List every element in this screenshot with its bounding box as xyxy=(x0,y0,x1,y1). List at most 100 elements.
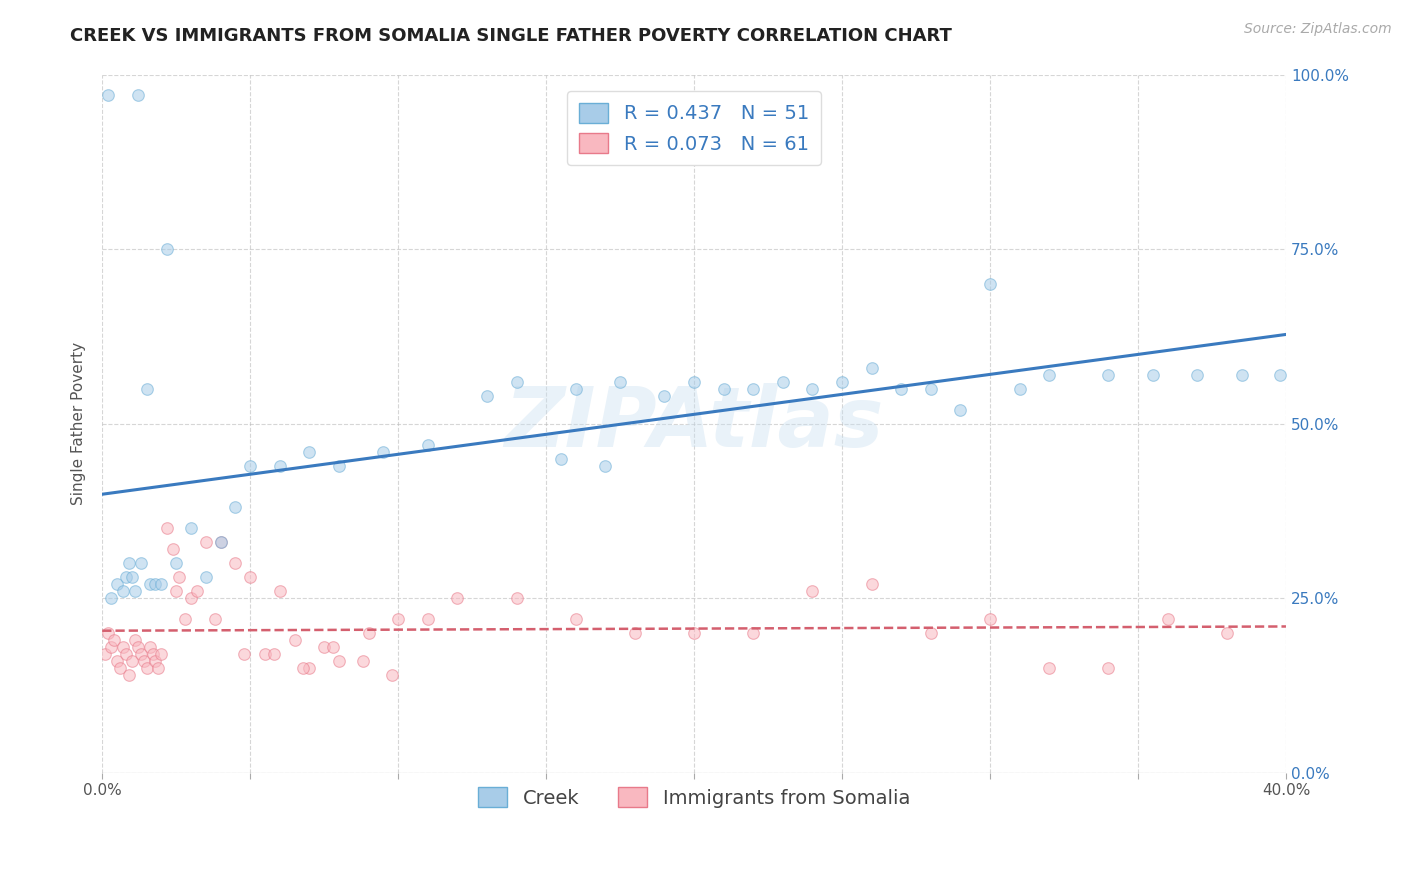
Point xyxy=(381,668,404,682)
Point xyxy=(1038,661,1060,675)
Text: Source: ZipAtlas.com: Source: ZipAtlas.com xyxy=(1244,22,1392,37)
Point xyxy=(683,626,706,640)
Point xyxy=(505,375,527,389)
Point xyxy=(1216,626,1239,640)
Point xyxy=(609,375,631,389)
Point xyxy=(239,458,262,473)
Point xyxy=(103,633,125,648)
Point xyxy=(132,654,155,668)
Point xyxy=(475,389,498,403)
Point xyxy=(284,633,307,648)
Point xyxy=(1008,382,1031,396)
Point xyxy=(772,375,794,389)
Point xyxy=(416,437,439,451)
Point xyxy=(328,654,350,668)
Point xyxy=(979,612,1001,626)
Point xyxy=(111,640,134,654)
Point xyxy=(141,647,163,661)
Point xyxy=(564,382,586,396)
Point xyxy=(505,591,527,606)
Point xyxy=(135,661,157,675)
Point xyxy=(180,521,202,535)
Point xyxy=(165,584,187,599)
Point xyxy=(224,556,246,570)
Point xyxy=(253,647,276,661)
Point xyxy=(97,626,120,640)
Point xyxy=(94,647,117,661)
Point xyxy=(162,542,184,557)
Point xyxy=(105,577,128,591)
Point xyxy=(801,382,824,396)
Point xyxy=(1038,368,1060,382)
Point xyxy=(416,612,439,626)
Point xyxy=(138,577,160,591)
Point xyxy=(713,382,735,396)
Point xyxy=(1185,368,1208,382)
Point xyxy=(550,451,572,466)
Point xyxy=(920,626,942,640)
Point xyxy=(1097,368,1119,382)
Point xyxy=(890,382,912,396)
Point xyxy=(831,375,853,389)
Point xyxy=(979,277,1001,291)
Point xyxy=(174,612,197,626)
Point xyxy=(150,647,173,661)
Point xyxy=(97,88,120,103)
Point xyxy=(105,654,128,668)
Point xyxy=(138,640,160,654)
Point xyxy=(100,591,122,606)
Point xyxy=(224,500,246,515)
Point xyxy=(328,458,350,473)
Point xyxy=(683,375,706,389)
Point xyxy=(564,612,586,626)
Point xyxy=(357,626,380,640)
Point xyxy=(100,640,122,654)
Point xyxy=(1268,368,1291,382)
Point xyxy=(124,633,146,648)
Point xyxy=(127,640,149,654)
Point xyxy=(127,88,149,103)
Point xyxy=(156,521,179,535)
Point xyxy=(239,570,262,584)
Point xyxy=(209,535,232,549)
Point xyxy=(204,612,226,626)
Point xyxy=(860,577,883,591)
Point xyxy=(165,556,187,570)
Point xyxy=(180,591,202,606)
Point xyxy=(920,382,942,396)
Point xyxy=(314,640,336,654)
Point xyxy=(387,612,409,626)
Point xyxy=(292,661,315,675)
Point xyxy=(322,640,344,654)
Point xyxy=(1230,368,1253,382)
Point xyxy=(269,458,291,473)
Point xyxy=(194,570,217,584)
Point xyxy=(801,584,824,599)
Point xyxy=(352,654,374,668)
Point xyxy=(1142,368,1164,382)
Point xyxy=(129,556,152,570)
Point xyxy=(118,556,141,570)
Point xyxy=(145,654,167,668)
Text: ZIPAtlas: ZIPAtlas xyxy=(505,384,884,464)
Point xyxy=(135,382,157,396)
Point xyxy=(949,402,972,417)
Point xyxy=(269,584,291,599)
Point xyxy=(263,647,285,661)
Point xyxy=(115,570,138,584)
Point xyxy=(860,360,883,375)
Point xyxy=(121,654,143,668)
Point xyxy=(194,535,217,549)
Point xyxy=(742,382,765,396)
Point xyxy=(1097,661,1119,675)
Point xyxy=(148,661,170,675)
Point xyxy=(186,584,208,599)
Point xyxy=(167,570,190,584)
Point xyxy=(115,647,138,661)
Point xyxy=(595,458,617,473)
Point xyxy=(742,626,765,640)
Point xyxy=(124,584,146,599)
Point xyxy=(233,647,256,661)
Point xyxy=(121,570,143,584)
Point xyxy=(624,626,647,640)
